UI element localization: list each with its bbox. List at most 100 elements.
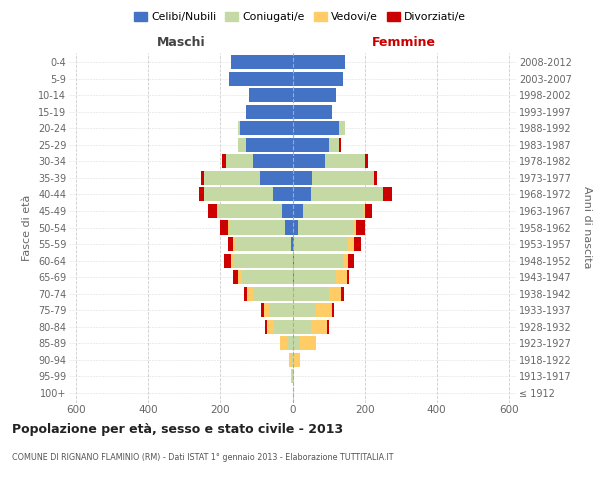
Bar bbox=[227, 237, 233, 251]
Bar bbox=[227, 220, 229, 234]
Bar bbox=[222, 154, 226, 168]
Bar bbox=[336, 270, 347, 284]
Bar bbox=[233, 254, 293, 268]
Bar bbox=[300, 336, 316, 350]
Bar bbox=[340, 122, 345, 136]
Bar bbox=[293, 286, 329, 300]
Y-axis label: Anni di nascita: Anni di nascita bbox=[583, 186, 592, 269]
Bar bbox=[208, 204, 217, 218]
Bar bbox=[293, 88, 336, 102]
Bar bbox=[240, 122, 293, 136]
Bar bbox=[292, 369, 293, 383]
Bar bbox=[298, 220, 354, 234]
Bar bbox=[293, 352, 295, 366]
Bar bbox=[261, 303, 263, 317]
Bar bbox=[293, 171, 313, 185]
Bar bbox=[233, 237, 235, 251]
Bar bbox=[291, 369, 292, 383]
Bar bbox=[199, 188, 204, 202]
Bar bbox=[356, 220, 365, 234]
Bar bbox=[347, 270, 349, 284]
Bar bbox=[281, 204, 293, 218]
Text: COMUNE DI RIGNANO FLAMINIO (RM) - Dati ISTAT 1° gennaio 2013 - Elaborazione TUTT: COMUNE DI RIGNANO FLAMINIO (RM) - Dati I… bbox=[12, 452, 394, 462]
Bar bbox=[329, 138, 340, 152]
Bar bbox=[354, 237, 361, 251]
Bar bbox=[217, 204, 281, 218]
Bar bbox=[204, 171, 260, 185]
Bar bbox=[235, 237, 290, 251]
Bar bbox=[293, 138, 329, 152]
Bar bbox=[293, 154, 325, 168]
Bar bbox=[316, 303, 332, 317]
Bar bbox=[293, 270, 295, 284]
Bar bbox=[293, 72, 343, 86]
Bar bbox=[290, 237, 293, 251]
Bar bbox=[313, 171, 374, 185]
Bar bbox=[354, 220, 356, 234]
Text: Maschi: Maschi bbox=[157, 36, 205, 49]
Y-axis label: Fasce di età: Fasce di età bbox=[22, 194, 32, 260]
Bar bbox=[229, 72, 293, 86]
Bar bbox=[295, 352, 300, 366]
Bar bbox=[253, 286, 293, 300]
Bar bbox=[304, 204, 363, 218]
Bar bbox=[293, 369, 295, 383]
Bar bbox=[200, 171, 204, 185]
Bar bbox=[383, 188, 392, 202]
Bar bbox=[287, 336, 293, 350]
Bar bbox=[247, 286, 253, 300]
Bar bbox=[365, 154, 368, 168]
Bar bbox=[238, 270, 242, 284]
Bar bbox=[311, 320, 327, 334]
Bar bbox=[244, 286, 247, 300]
Bar bbox=[295, 254, 343, 268]
Bar bbox=[274, 320, 293, 334]
Bar bbox=[293, 204, 304, 218]
Bar bbox=[340, 138, 341, 152]
Bar bbox=[293, 105, 332, 119]
Bar bbox=[242, 270, 293, 284]
Bar bbox=[293, 303, 316, 317]
Bar bbox=[341, 286, 344, 300]
Bar bbox=[327, 320, 329, 334]
Bar bbox=[365, 204, 372, 218]
Legend: Celibi/Nubili, Coniugati/e, Vedovi/e, Divorziati/e: Celibi/Nubili, Coniugati/e, Vedovi/e, Di… bbox=[130, 8, 470, 27]
Bar bbox=[374, 171, 377, 185]
Bar bbox=[263, 303, 269, 317]
Bar bbox=[293, 188, 311, 202]
Bar bbox=[285, 220, 293, 234]
Bar bbox=[293, 320, 311, 334]
Bar bbox=[265, 320, 267, 334]
Bar bbox=[293, 336, 300, 350]
Bar bbox=[295, 237, 349, 251]
Bar bbox=[204, 188, 272, 202]
Bar bbox=[231, 254, 233, 268]
Bar bbox=[293, 237, 295, 251]
Bar bbox=[293, 56, 345, 70]
Bar bbox=[238, 122, 240, 136]
Text: Popolazione per età, sesso e stato civile - 2013: Popolazione per età, sesso e stato civil… bbox=[12, 422, 343, 436]
Bar bbox=[260, 171, 293, 185]
Bar bbox=[293, 122, 340, 136]
Text: Femmine: Femmine bbox=[372, 36, 436, 49]
Bar bbox=[267, 320, 274, 334]
Bar bbox=[272, 188, 293, 202]
Bar bbox=[229, 220, 285, 234]
Bar bbox=[343, 254, 349, 268]
Bar bbox=[293, 254, 295, 268]
Bar bbox=[293, 220, 298, 234]
Bar bbox=[290, 352, 293, 366]
Bar bbox=[363, 204, 365, 218]
Bar bbox=[349, 254, 354, 268]
Bar bbox=[289, 352, 290, 366]
Bar bbox=[226, 154, 253, 168]
Bar bbox=[224, 254, 231, 268]
Bar bbox=[332, 303, 334, 317]
Bar bbox=[233, 270, 238, 284]
Bar bbox=[220, 220, 227, 234]
Bar bbox=[269, 303, 293, 317]
Bar bbox=[349, 237, 354, 251]
Bar bbox=[311, 188, 383, 202]
Bar bbox=[280, 336, 287, 350]
Bar bbox=[253, 154, 293, 168]
